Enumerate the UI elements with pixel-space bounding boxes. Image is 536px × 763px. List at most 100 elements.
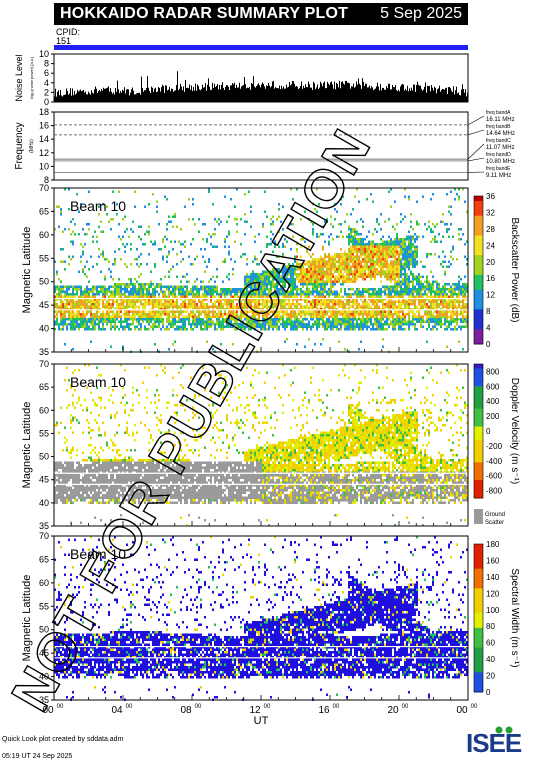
width-ytick-label: 50 [39,625,49,635]
power-colorbar-seg [474,245,483,251]
power-colorbar-seg [474,255,483,261]
width-colorbar-seg [474,662,483,668]
velocity-colorbar-seg [474,448,483,454]
power-colorbar-seg [474,265,483,271]
velocity-colorbar-seg [474,471,483,477]
velocity-beam-label: Beam 10 [70,374,126,390]
x-tick-label: 08 [180,705,192,716]
frequency-band-name: freq bandA [486,110,511,116]
power-colorbar-seg [474,250,483,256]
width-ytick-label: 45 [39,648,49,658]
width-colorbar-seg [474,647,483,654]
power-heatmap-cells [54,188,468,353]
frequency-band-leader [467,115,485,126]
frequency-ylabel: Frequency [14,122,25,169]
power-colorbar-label: Backscatter Power (dB) [509,217,520,322]
noise-ytick-label: 8 [44,59,49,69]
frequency-ytick-label: 18 [39,107,49,117]
width-ytick-label: 55 [39,601,49,611]
width-colorbar-tick: 40 [486,655,495,664]
width-ytick-label: 70 [39,531,49,541]
width-colorbar-seg [474,563,483,570]
width-colorbar-tick: 0 [486,688,491,697]
width-colorbar-tick: 60 [486,639,495,648]
velocity-colorbar-tick: -800 [486,487,503,496]
width-ytick-label: 60 [39,578,49,588]
ground-scatter-label: Ground [485,512,505,518]
velocity-colorbar-seg [474,364,483,369]
power-colorbar-seg [474,210,483,217]
velocity-colorbar-tick: -400 [486,457,503,466]
frequency-band-name: freq bandB [486,124,511,130]
velocity-colorbar-seg [474,439,483,445]
x-tick-minutes: 00 [126,704,133,710]
width-colorbar-tick: 80 [486,622,495,631]
velocity-colorbar-label: Doppler Velocity (m s⁻¹) [509,378,520,484]
velocity-ytick-label: 55 [39,428,49,438]
width-colorbar-seg [474,682,483,688]
velocity-panel: 35 40 45 50 55 60 65 70 Beam 10 Magnetic Latitude… [21,359,520,531]
power-colorbar-seg [474,240,483,246]
width-ytick-label: 40 [39,672,49,682]
power-colorbar-tick: 32 [486,208,495,217]
x-tick-minutes: 00 [264,704,271,710]
width-panel: 35 40 45 50 55 60 65 70 Beam 10 Magnetic Latitude… [21,531,520,705]
power-colorbar-seg [474,339,483,345]
x-tick-label: 04 [111,705,123,716]
velocity-colorbar-tick: 600 [486,382,500,391]
width-colorbar-tick: 140 [486,573,500,582]
power-colorbar-seg [474,294,483,301]
power-colorbar-seg [474,230,483,236]
power-colorbar-seg [474,304,483,310]
power-ytick-label: 55 [39,253,49,263]
power-colorbar-tick: 4 [486,324,491,333]
width-colorbar-seg [474,603,483,609]
velocity-colorbar-seg [474,390,483,396]
frequency-band-name: freq bandE [486,166,511,172]
velocity-colorbar-seg [474,462,483,468]
cpid-block: CPID: 151 [56,28,80,46]
velocity-colorbar-tick: -200 [486,442,503,451]
velocity-colorbar-seg [474,422,483,428]
width-colorbar-seg [474,637,483,644]
power-colorbar-seg [474,319,483,325]
power-colorbar-seg [474,314,483,320]
frequency-band-name: freq bandC [486,138,511,144]
width-colorbar-seg [474,573,483,580]
velocity-colorbar-tick: 400 [486,397,500,406]
power-colorbar-frame [473,195,484,345]
width-colorbar-seg [474,632,483,639]
velocity-colorbar-seg [474,475,483,481]
x-tick-minutes: 00 [57,704,64,710]
width-colorbar-tick: 180 [486,540,500,549]
width-colorbar-seg [474,672,483,678]
power-colorbar-seg [474,289,483,296]
width-colorbar-seg [474,642,483,649]
width-colorbar-seg [474,583,483,589]
width-beam-label: Beam 10 [70,546,126,562]
x-tick-label: 00 [456,705,468,716]
power-ytick-label: 70 [39,183,49,193]
width-colorbar-seg [474,677,483,683]
width-colorbar-tick: 120 [486,589,500,598]
power-colorbar-seg [474,270,483,276]
width-colorbar-seg [474,558,483,565]
power-colorbar-seg [474,309,483,315]
width-colorbar-seg [474,578,483,584]
isee-logo: ISEE [466,726,523,758]
width-colorbar-tick: 20 [486,672,495,681]
frequency-band-value: 14.64 MHz [486,131,515,137]
isee-logo-text: ISEE [466,728,522,758]
frequency-ytick-label: 10 [39,161,49,171]
width-colorbar-seg [474,667,483,673]
isee-logo-dot [505,726,513,734]
x-axis-label: UT [254,715,269,727]
cpid-value: 151 [56,36,72,46]
power-colorbar-seg [474,205,483,212]
width-colorbar-frame [473,543,484,693]
power-ytick-label: 40 [39,324,49,334]
velocity-colorbar-seg [474,480,483,486]
footer-credit: Quick Look plot created by sddata.adm [2,736,124,743]
